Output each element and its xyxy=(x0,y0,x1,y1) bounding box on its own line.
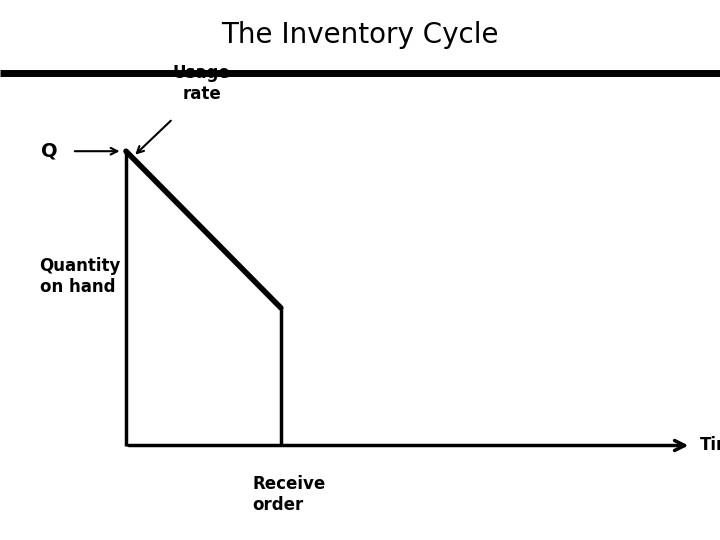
Text: Usage
rate: Usage rate xyxy=(173,64,230,103)
Text: Time: Time xyxy=(700,436,720,455)
Text: The Inventory Cycle: The Inventory Cycle xyxy=(221,21,499,49)
Text: Quantity
on hand: Quantity on hand xyxy=(40,258,121,296)
Text: Q: Q xyxy=(41,141,58,161)
Text: Receive
order: Receive order xyxy=(252,475,325,514)
